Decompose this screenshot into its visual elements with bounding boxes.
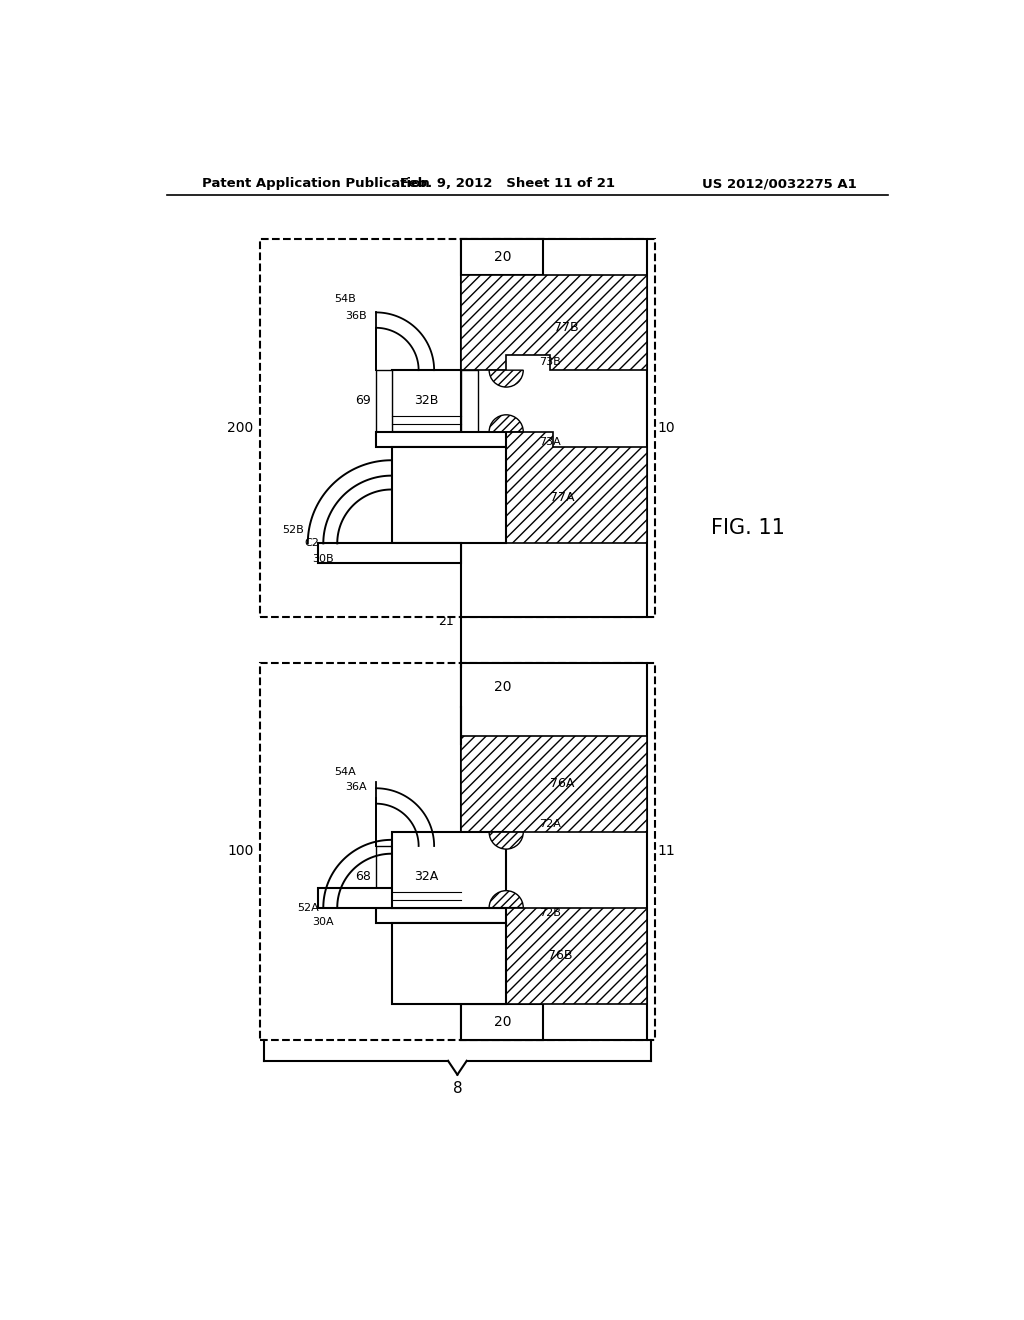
Text: 11: 11 [657,845,675,858]
Bar [391,370,461,432]
Bar [461,370,478,432]
Wedge shape [489,370,523,387]
Text: 72B: 72B [539,908,560,917]
Text: 54A: 54A [334,767,356,777]
Polygon shape [461,432,647,544]
Bar [317,888,461,908]
Text: 36B: 36B [345,312,367,321]
Text: 52B: 52B [283,524,304,535]
Text: 20: 20 [494,680,511,693]
Bar [461,667,543,706]
Bar [376,432,506,447]
Text: 21: 21 [437,615,454,628]
Bar [461,1005,543,1040]
Text: 8: 8 [453,1081,462,1096]
Bar [391,923,506,1003]
Bar [376,846,391,908]
Text: 32B: 32B [414,395,438,408]
Polygon shape [461,276,647,370]
Bar [461,663,647,1040]
Wedge shape [489,414,523,432]
Bar [461,846,478,908]
Text: Feb. 9, 2012   Sheet 11 of 21: Feb. 9, 2012 Sheet 11 of 21 [400,177,615,190]
Text: 30A: 30A [311,917,334,927]
Polygon shape [461,737,647,832]
Text: 73B: 73B [539,358,560,367]
Text: 200: 200 [227,421,254,434]
Text: 76A: 76A [550,777,574,791]
Wedge shape [489,832,523,849]
Bar [391,832,506,908]
Text: 69: 69 [355,395,371,408]
Bar [260,239,655,616]
Text: 36A: 36A [345,783,367,792]
Bar [391,447,506,544]
Text: US 2012/0032275 A1: US 2012/0032275 A1 [701,177,856,190]
Text: 76B: 76B [548,949,572,962]
Bar [260,663,655,1040]
Text: 77A: 77A [550,491,574,504]
Text: 10: 10 [657,421,675,434]
Bar [461,239,647,616]
Bar [376,908,506,923]
Text: 32A: 32A [415,870,438,883]
Wedge shape [489,891,523,908]
Bar [461,239,543,276]
Text: 52A: 52A [298,903,319,912]
Text: 68: 68 [354,870,371,883]
Bar [317,544,461,562]
Text: 73A: 73A [539,437,560,446]
Text: 30B: 30B [311,554,334,564]
Text: Patent Application Publication: Patent Application Publication [202,177,429,190]
Text: 100: 100 [227,845,254,858]
Text: FIG. 11: FIG. 11 [711,517,785,539]
Text: 20: 20 [494,249,511,264]
Text: 72A: 72A [539,820,560,829]
Text: C2: C2 [304,539,319,548]
Text: 20: 20 [494,1015,511,1028]
Text: 54B: 54B [334,293,356,304]
Bar [376,370,391,432]
Text: 77B: 77B [554,321,579,334]
Bar [391,846,461,908]
Polygon shape [461,908,647,1003]
